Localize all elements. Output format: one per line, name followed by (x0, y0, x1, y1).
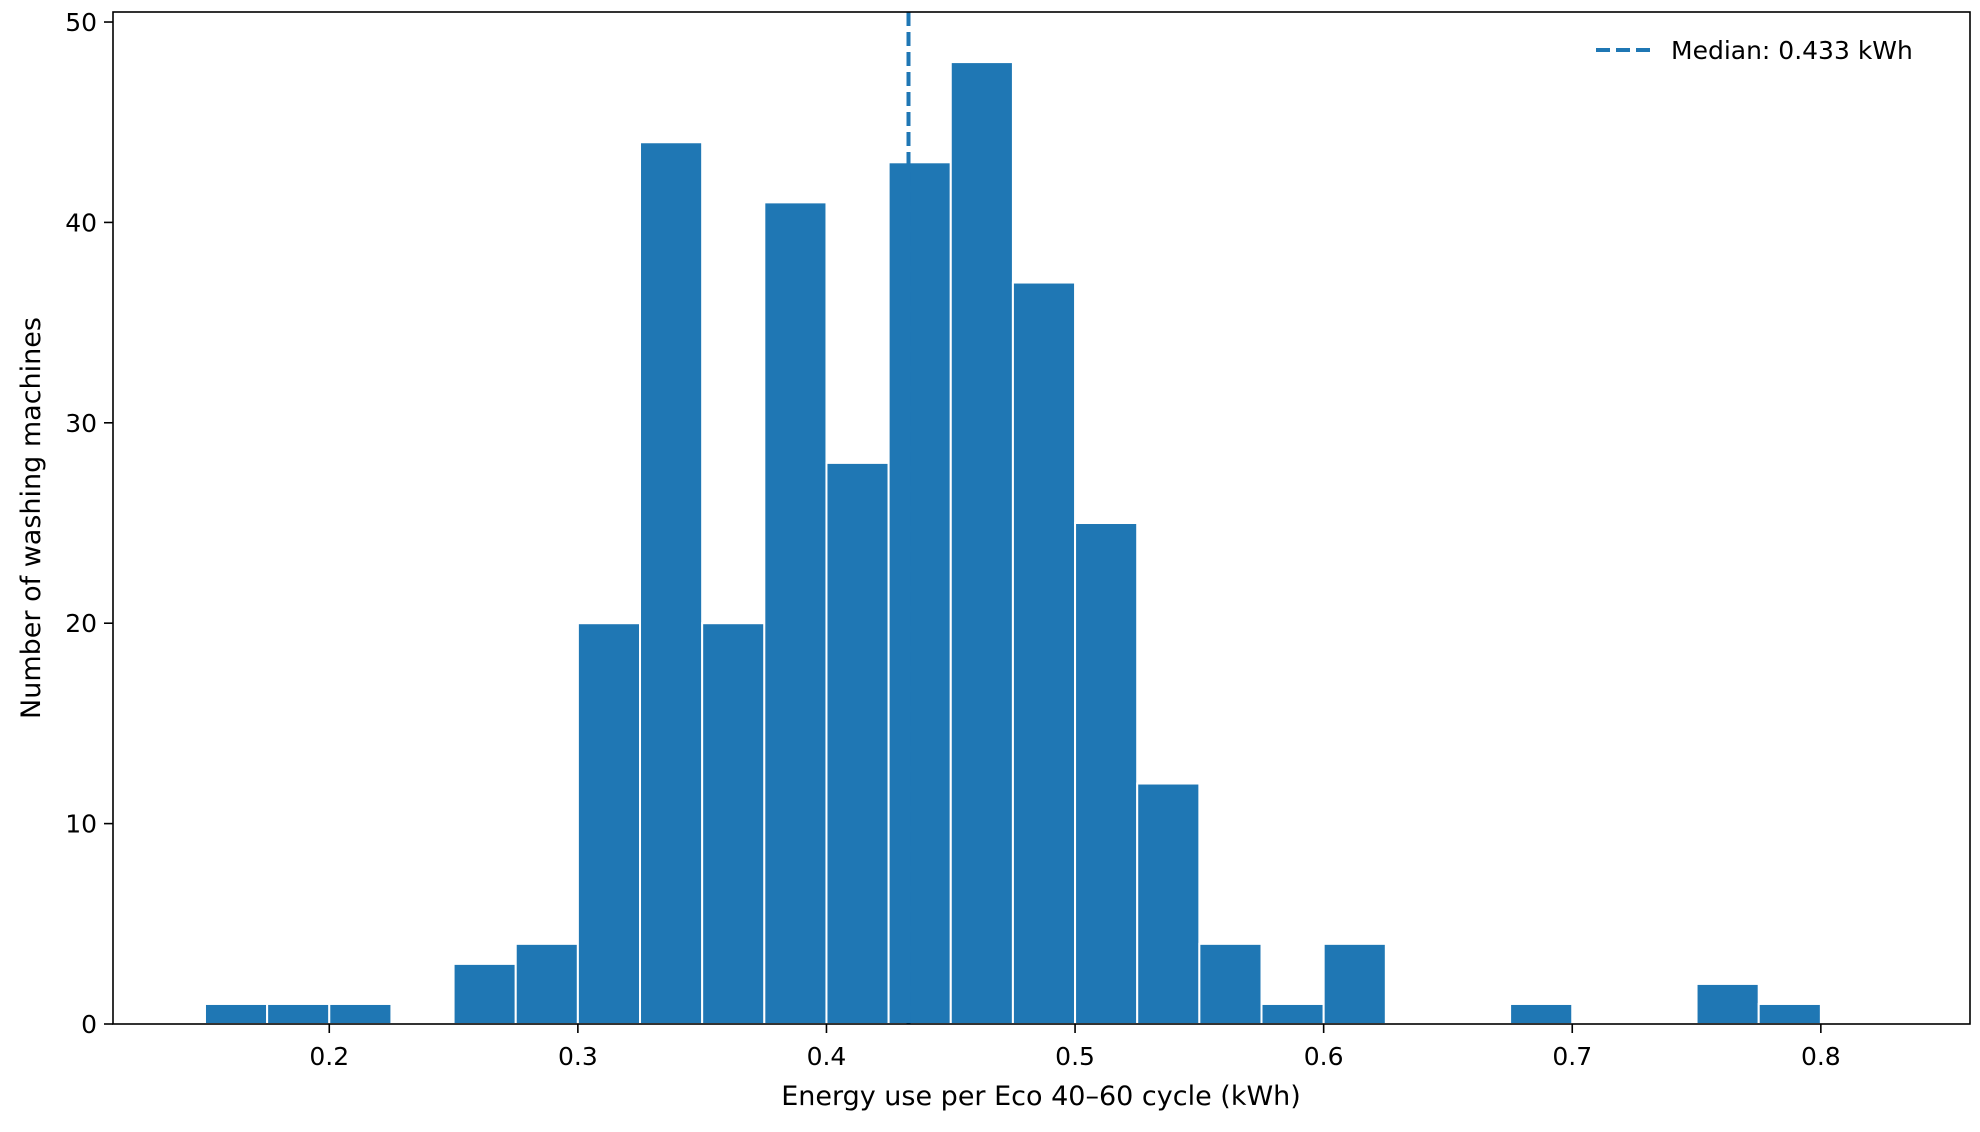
histogram-bar-8 (701, 622, 766, 1026)
x-tick-label-2: 0.4 (807, 1042, 847, 1071)
histogram-bar-18 (1322, 942, 1387, 1026)
legend-median-label: Median: 0.433 kWh (1671, 36, 1913, 65)
histogram-bar-4 (452, 962, 517, 1025)
histogram-bar-24 (1695, 982, 1760, 1025)
histogram-bar-12 (949, 61, 1014, 1026)
histogram-bar-10 (825, 461, 890, 1025)
histogram-bar-13 (1011, 281, 1077, 1025)
histogram-bar-2 (328, 1002, 393, 1025)
y-tick-label-4: 40 (65, 208, 97, 237)
x-tick-label-5: 0.7 (1552, 1042, 1592, 1071)
histogram-bar-15 (1136, 782, 1201, 1026)
histogram-bar-9 (763, 201, 828, 1026)
y-tick-label-2: 20 (65, 609, 97, 638)
legend: Median: 0.433 kWh (1596, 36, 1913, 65)
bars-layer (203, 61, 1822, 1026)
x-axis-ticks: 0.2 0.3 0.4 0.5 0.6 0.7 0.8 (309, 1024, 1841, 1071)
y-axis-label: Number of washing machines (16, 317, 47, 719)
y-tick-label-0: 0 (81, 1010, 97, 1039)
histogram-bar-0 (203, 1002, 269, 1025)
y-tick-label-1: 10 (65, 810, 97, 839)
y-axis-ticks: 0 10 20 30 40 50 (65, 8, 113, 1039)
histogram-bar-5 (514, 942, 579, 1026)
histogram-bar-17 (1260, 1002, 1325, 1025)
histogram-bar-25 (1757, 1002, 1822, 1025)
histogram-bar-21 (1509, 1002, 1574, 1025)
x-tick-label-3: 0.5 (1055, 1042, 1095, 1071)
x-tick-label-6: 0.8 (1801, 1042, 1841, 1071)
y-tick-label-5: 50 (65, 8, 97, 37)
histogram-bar-11 (887, 161, 952, 1025)
histogram-bar-6 (576, 622, 642, 1026)
x-tick-label-4: 0.6 (1304, 1042, 1344, 1071)
plot-frame (112, 11, 1971, 1025)
histogram-bar-7 (639, 141, 704, 1025)
y-tick-label-3: 30 (65, 409, 97, 438)
x-axis-label: Energy use per Eco 40–60 cycle (kWh) (781, 1081, 1301, 1112)
histogram-bar-1 (266, 1002, 331, 1025)
histogram-bar-16 (1198, 942, 1263, 1026)
x-tick-label-1: 0.3 (558, 1042, 598, 1071)
x-tick-label-0: 0.2 (309, 1042, 349, 1071)
histogram-bar-14 (1074, 522, 1139, 1025)
